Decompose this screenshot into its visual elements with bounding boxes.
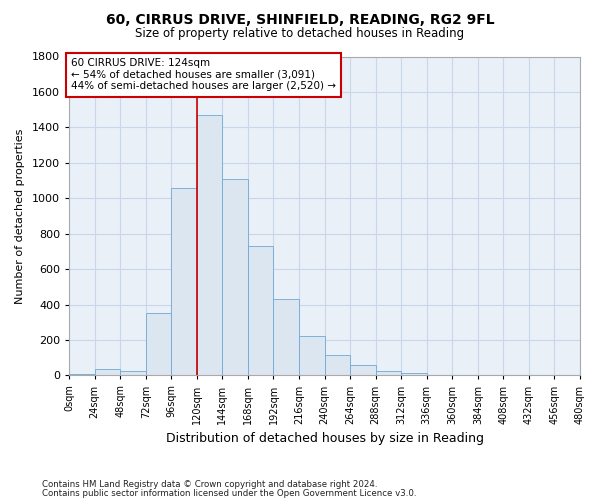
Bar [248,246,274,376]
Bar [299,336,325,376]
Bar [325,355,350,376]
Bar [274,299,299,376]
Text: 60, CIRRUS DRIVE, SHINFIELD, READING, RG2 9FL: 60, CIRRUS DRIVE, SHINFIELD, READING, RG… [106,12,494,26]
Text: Contains HM Land Registry data © Crown copyright and database right 2024.: Contains HM Land Registry data © Crown c… [42,480,377,489]
Y-axis label: Number of detached properties: Number of detached properties [15,128,25,304]
Bar [350,365,376,376]
Bar [146,314,171,376]
Bar [171,188,197,376]
Bar [401,372,427,376]
Text: Contains public sector information licensed under the Open Government Licence v3: Contains public sector information licen… [42,489,416,498]
Bar [69,374,95,376]
Bar [376,371,401,376]
Bar [197,115,223,376]
Text: Size of property relative to detached houses in Reading: Size of property relative to detached ho… [136,28,464,40]
Bar [452,375,478,376]
Text: 60 CIRRUS DRIVE: 124sqm
← 54% of detached houses are smaller (3,091)
44% of semi: 60 CIRRUS DRIVE: 124sqm ← 54% of detache… [71,58,336,92]
X-axis label: Distribution of detached houses by size in Reading: Distribution of detached houses by size … [166,432,484,445]
Bar [95,369,120,376]
Bar [427,374,452,376]
Bar [223,178,248,376]
Bar [120,372,146,376]
